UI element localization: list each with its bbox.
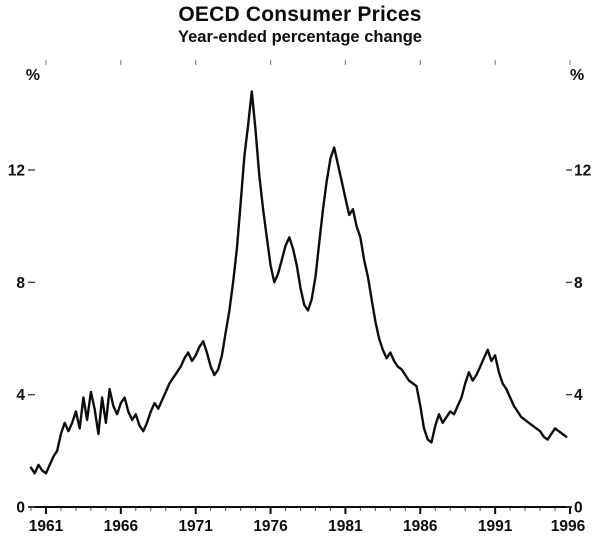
y-tick-label-right: 4: [574, 387, 583, 404]
y-tick-label-left: 4: [16, 387, 25, 404]
oecd-cpi-series-line: [29, 90, 568, 475]
x-tick-label: 1971: [178, 518, 213, 535]
chart-subtitle: Year-ended percentage change: [178, 28, 422, 46]
y-tick-label-right: 0: [574, 500, 583, 517]
x-tick-label: 1961: [29, 518, 64, 535]
chart-title: OECD Consumer Prices: [178, 3, 422, 26]
data-series-line: [29, 90, 568, 475]
x-tick-label: 1986: [403, 518, 438, 535]
x-tick-label: 1991: [478, 518, 513, 535]
y-axis-unit-left: %: [26, 67, 40, 84]
x-tick-label: 1996: [551, 518, 586, 535]
x-tick-label: 1976: [253, 518, 288, 535]
y-tick-label-left: 12: [8, 163, 25, 180]
y-tick-label-right: 12: [574, 163, 591, 180]
x-tick-label: 1966: [104, 518, 139, 535]
y-axis-unit-right: %: [570, 67, 584, 84]
axis-ticks: [28, 60, 572, 514]
y-tick-label-left: 0: [16, 500, 25, 517]
y-tick-label-left: 8: [16, 275, 25, 292]
x-tick-label: 1981: [328, 518, 363, 535]
y-tick-label-right: 8: [574, 275, 583, 292]
